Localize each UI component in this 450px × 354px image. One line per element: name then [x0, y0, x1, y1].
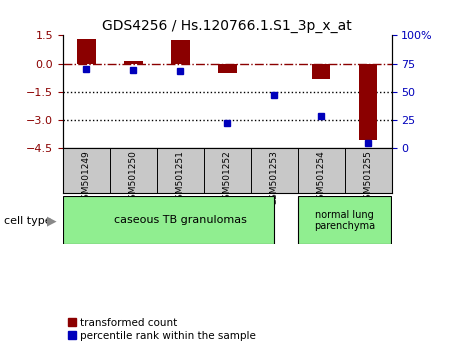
Text: GSM501255: GSM501255 [364, 150, 373, 205]
Text: normal lung
parenchyma: normal lung parenchyma [314, 210, 375, 231]
Bar [77, 39, 96, 63]
Text: cell type: cell type [4, 216, 52, 226]
Text: GSM501250: GSM501250 [129, 150, 138, 205]
Bar [63, 196, 274, 244]
Title: GDS4256 / Hs.120766.1.S1_3p_x_at: GDS4256 / Hs.120766.1.S1_3p_x_at [103, 19, 352, 33]
Bar [124, 61, 143, 63]
Bar [297, 196, 392, 244]
Legend: transformed count, percentile rank within the sample: transformed count, percentile rank withi… [64, 314, 261, 345]
Text: GSM501251: GSM501251 [176, 150, 185, 205]
Bar [312, 63, 330, 79]
Bar [265, 63, 284, 64]
Text: GSM501249: GSM501249 [82, 150, 91, 205]
Bar [218, 63, 237, 73]
Bar [359, 63, 378, 141]
Text: ▶: ▶ [47, 215, 57, 228]
Text: GSM501254: GSM501254 [317, 150, 326, 205]
Bar [171, 40, 190, 63]
Text: GSM501252: GSM501252 [223, 150, 232, 205]
Text: GSM501253: GSM501253 [270, 150, 279, 205]
Text: caseous TB granulomas: caseous TB granulomas [114, 215, 247, 225]
